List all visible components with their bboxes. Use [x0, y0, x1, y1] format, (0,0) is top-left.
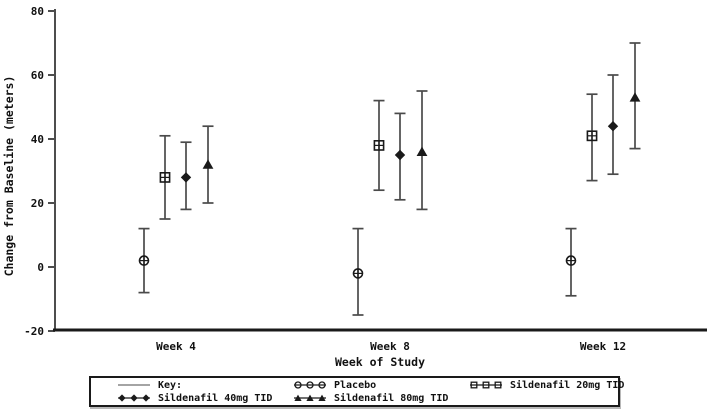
marker-diamond	[394, 149, 406, 161]
marker-triangle	[629, 92, 641, 102]
series-layer	[138, 42, 641, 316]
legend-key-label: Key:	[158, 379, 183, 391]
legend-item-label: Sildenafil 40mg TID	[158, 392, 273, 404]
marker-triangle	[294, 394, 302, 401]
marker-circle	[294, 381, 302, 389]
y-tick-label: -20	[24, 325, 44, 338]
marker-diamond	[130, 394, 138, 402]
marker-diamond	[142, 394, 150, 402]
legend-box: Key: Placebo Sildenafil 20mg TID Sildena…	[89, 376, 624, 407]
triangle-marker-icon	[294, 394, 326, 401]
legend-item-label: Sildenafil 80mg TID	[334, 392, 449, 404]
marker-diamond	[118, 394, 126, 402]
series-sildenafil-20mg-tid	[159, 93, 598, 220]
y-tick-label: 80	[31, 5, 44, 18]
legend-item-sildenafil-80mg: Sildenafil 80mg TID	[293, 392, 469, 405]
x-tick-label: Week 4	[156, 340, 196, 353]
y-axis-title: Change from Baseline (meters)	[2, 76, 16, 277]
marker-circle	[306, 381, 314, 389]
series-placebo	[138, 227, 577, 316]
x-axis-title: Week of Study	[335, 355, 425, 369]
y-tick-label: 40	[31, 133, 44, 146]
legend-item-label: Sildenafil 20mg TID	[510, 379, 625, 391]
x-tick-label: Week 12	[580, 340, 626, 353]
y-tick-label: 0	[37, 261, 44, 274]
legend-item-sildenafil-40mg: Sildenafil 40mg TID	[117, 392, 293, 405]
marker-triangle	[306, 394, 314, 401]
circle-marker-icon	[294, 381, 326, 389]
key-line-icon	[118, 384, 150, 386]
marker-diamond	[607, 121, 619, 132]
marker-square	[494, 381, 502, 389]
diamond-marker-icon	[118, 394, 150, 402]
series-sildenafil-40mg-tid	[180, 74, 619, 211]
marker-diamond	[180, 172, 192, 183]
series-sildenafil-80mg-tid	[202, 42, 641, 211]
marker-circle	[318, 381, 326, 389]
legend-item-placebo: Placebo	[293, 379, 469, 392]
marker-triangle	[202, 159, 214, 169]
legend-item-label: Placebo	[334, 379, 377, 391]
axes: -20 0 20 40 60 80 Week 4 Week 8 Week 12	[24, 5, 707, 353]
marker-square	[470, 381, 478, 389]
legend-item-sildenafil-20mg: Sildenafil 20mg TID	[469, 379, 624, 392]
marker-triangle	[318, 394, 326, 401]
plot-area: Change from Baseline (meters) Week of St…	[2, 5, 707, 369]
y-tick-label: 60	[31, 69, 44, 82]
marker-square	[482, 381, 490, 389]
y-tick-label: 20	[31, 197, 44, 210]
marker-triangle	[416, 146, 428, 156]
legend-key: Key:	[117, 379, 293, 392]
square-marker-icon	[470, 381, 502, 389]
x-tick-label: Week 8	[370, 340, 410, 353]
